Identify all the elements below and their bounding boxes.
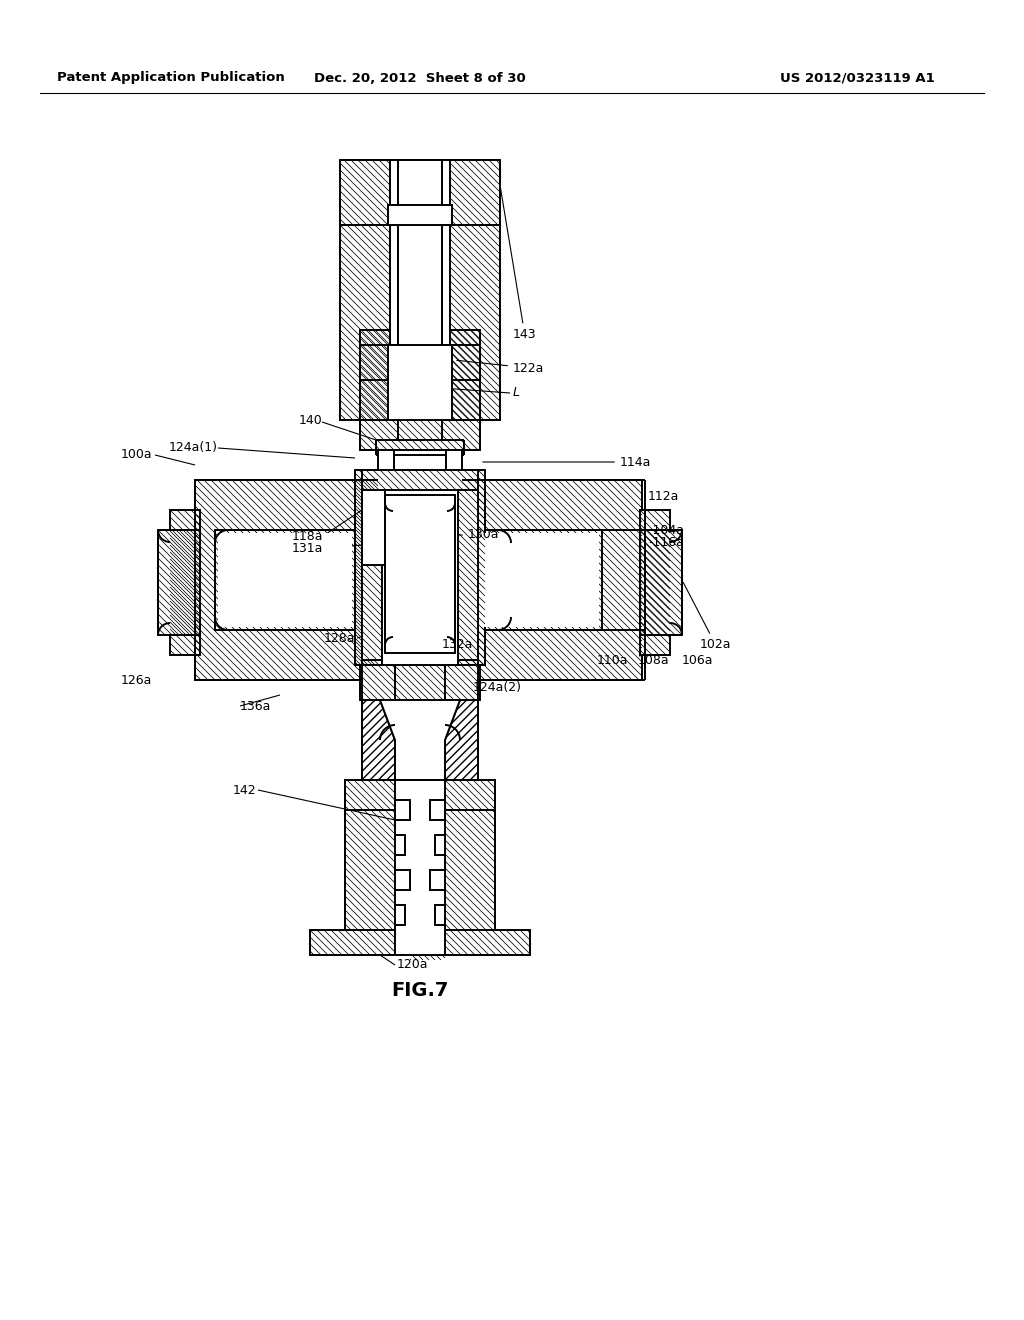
Bar [340, 224, 390, 420]
Bar [195, 480, 378, 680]
Bar [378, 450, 394, 470]
Polygon shape [362, 665, 395, 700]
Bar [395, 870, 410, 890]
Text: 120a: 120a [397, 958, 428, 972]
Bar [360, 420, 480, 450]
Bar [395, 906, 406, 925]
Text: 112a: 112a [645, 491, 679, 503]
Polygon shape [362, 700, 395, 780]
Bar [388, 345, 452, 420]
Bar [435, 906, 445, 925]
Bar [398, 160, 442, 440]
Bar [388, 205, 452, 224]
Text: 128a: 128a [324, 631, 355, 644]
Bar [360, 665, 480, 700]
Bar [395, 780, 445, 954]
Text: 100a: 100a [121, 449, 152, 462]
Bar [362, 490, 382, 660]
Text: 110a: 110a [597, 653, 629, 667]
Text: 132a: 132a [442, 639, 473, 652]
Bar [435, 836, 445, 855]
Text: -116a: -116a [645, 536, 684, 549]
Bar [170, 510, 200, 655]
Bar [345, 780, 495, 810]
Bar [640, 510, 670, 655]
Bar [345, 810, 395, 931]
Bar [446, 450, 462, 470]
Bar [450, 224, 500, 420]
Bar [360, 330, 390, 420]
Bar [395, 836, 406, 855]
Text: 122a: 122a [457, 360, 545, 375]
Bar [430, 870, 445, 890]
Bar [462, 480, 642, 680]
Text: 126a: 126a [121, 673, 152, 686]
Bar [215, 531, 355, 630]
Text: 114a: 114a [482, 455, 651, 469]
Bar [445, 810, 495, 931]
Text: US 2012/0323119 A1: US 2012/0323119 A1 [780, 71, 935, 84]
Text: L: L [513, 387, 520, 400]
Bar [393, 503, 447, 645]
Bar [458, 490, 478, 660]
Bar [158, 531, 200, 635]
Text: Patent Application Publication: Patent Application Publication [57, 71, 285, 84]
Bar [355, 470, 485, 665]
Text: 108a: 108a [638, 653, 670, 667]
Bar [640, 531, 682, 635]
Text: 142: 142 [232, 784, 256, 796]
Polygon shape [380, 700, 460, 780]
Polygon shape [445, 700, 478, 780]
Text: 102a: 102a [683, 582, 731, 652]
Text: 118a: 118a [292, 529, 323, 543]
Bar [362, 490, 385, 565]
Text: 124a(1): 124a(1) [169, 441, 218, 454]
Text: 143: 143 [501, 187, 537, 342]
Text: 106a: 106a [682, 653, 714, 667]
Bar [310, 931, 530, 954]
Text: 136a: 136a [240, 700, 271, 713]
Bar [218, 533, 352, 627]
Text: 124a(2): 124a(2) [473, 681, 522, 694]
Text: 131a: 131a [292, 543, 323, 556]
Bar [462, 531, 602, 630]
Bar [385, 495, 455, 653]
Text: Dec. 20, 2012  Sheet 8 of 30: Dec. 20, 2012 Sheet 8 of 30 [314, 71, 526, 84]
Bar [340, 160, 500, 224]
Polygon shape [445, 665, 478, 700]
Bar [395, 800, 410, 820]
Text: FIG.7: FIG.7 [391, 981, 449, 999]
Text: -104a: -104a [645, 524, 684, 536]
Bar [390, 160, 450, 210]
Bar [382, 490, 458, 665]
Bar [430, 800, 445, 820]
Text: 130a: 130a [458, 528, 500, 541]
Text: 140: 140 [298, 413, 322, 426]
Bar [465, 533, 599, 627]
Bar [450, 330, 480, 420]
